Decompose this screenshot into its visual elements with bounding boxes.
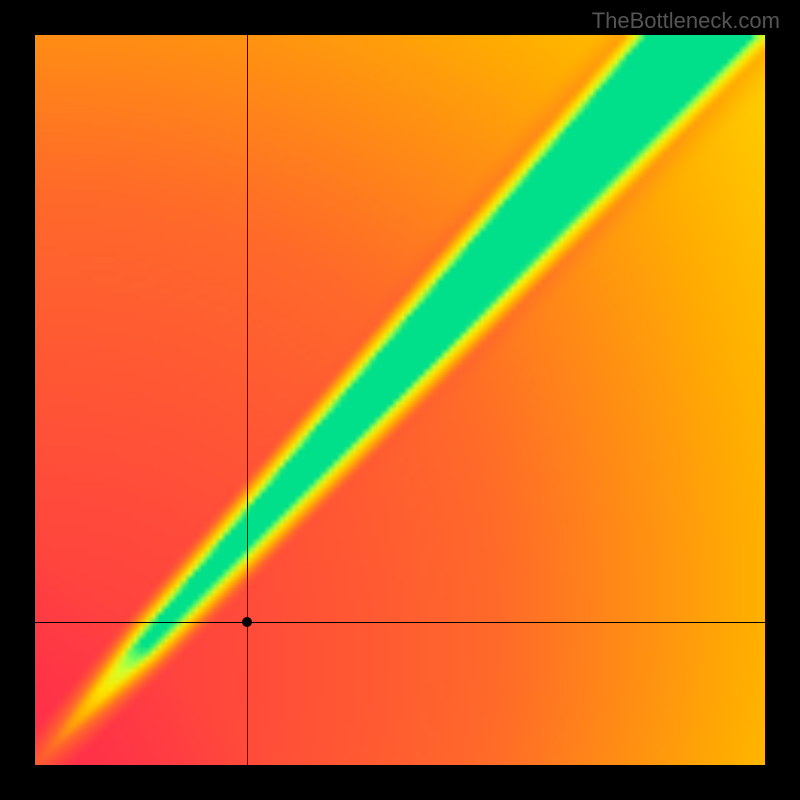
heatmap-canvas bbox=[35, 35, 765, 765]
marker-dot bbox=[242, 617, 252, 627]
crosshair-vertical bbox=[247, 35, 248, 765]
crosshair-horizontal bbox=[35, 622, 765, 623]
plot-area bbox=[35, 35, 765, 765]
watermark-text: TheBottleneck.com bbox=[592, 8, 780, 34]
chart-container: TheBottleneck.com bbox=[0, 0, 800, 800]
